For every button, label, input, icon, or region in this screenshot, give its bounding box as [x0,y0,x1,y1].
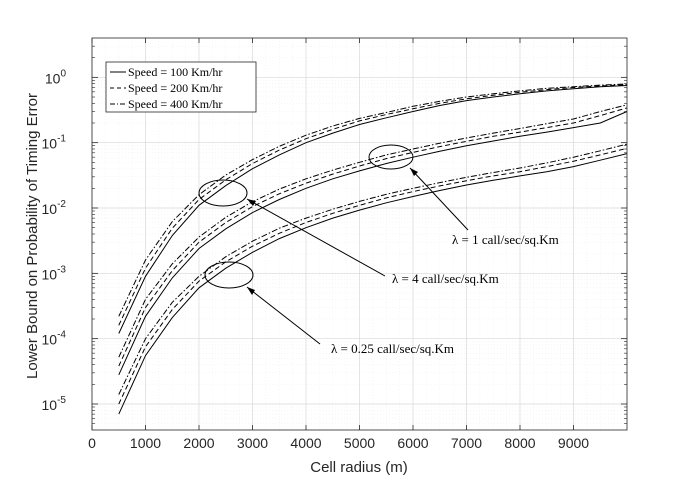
axis-ticks [91,38,627,430]
annotation-arrowhead-lambda-1 [410,168,418,176]
x-tick-label: 5000 [344,435,375,451]
series-line-group-0-solid [118,85,628,334]
annotations: λ = 4 call/sec/sq.Km λ = 1 call/sec/sq.K… [198,144,559,356]
annotation-arrowhead-lambda-4 [247,199,256,206]
x-tick-label: 9000 [558,435,589,451]
series-line-group-2-solid [118,153,628,415]
series-line-group-2-dashdot [118,143,628,395]
x-tick-label: 6000 [397,435,428,451]
x-tick-label: 7000 [451,435,482,451]
series-line-group-0-dashdot [118,83,628,317]
plot-curves [118,83,628,415]
x-tick-label: 4000 [290,435,321,451]
annotation-arrow-lambda-025 [246,286,321,345]
legend-label-400: Speed = 400 Km/hr [128,97,222,111]
x-tick-label: 1000 [130,435,161,451]
x-tick-label: 8000 [504,435,535,451]
series-line-group-1-dashed [118,107,628,367]
series-line-group-1-dashdot [118,104,628,358]
x-tick-label: 0 [88,435,96,451]
series-line-group-0-dashed [118,84,628,326]
x-tick-label: 3000 [237,435,268,451]
annotation-arrow-lambda-4 [246,198,386,277]
annotation-ellipse-lambda-025 [204,261,254,289]
legend: Speed = 100 Km/hr Speed = 200 Km/hr Spee… [105,61,257,113]
annotation-ellipse-lambda-1 [368,144,414,170]
series-line-group-1-solid [118,111,628,376]
legend-label-200: Speed = 200 Km/hr [128,81,222,95]
x-tick-label: 2000 [183,435,214,451]
legend-label-100: Speed = 100 Km/hr [128,65,222,79]
annotation-label-lambda-025: λ = 0.25 call/sec/sq.Km [331,341,454,356]
annotation-ellipse-lambda-4 [198,179,248,207]
x-axis-label: Cell radius (m) [310,459,408,476]
y-axis-label: Lower Bound on Probability of Timing Err… [24,93,41,379]
series-line-group-2-dashed [118,147,628,405]
legend-box [105,61,257,113]
annotation-label-lambda-4: λ = 4 call/sec/sq.Km [392,271,499,286]
x-tick-labels: 0 1000 2000 3000 4000 5000 6000 7000 8000 9000 [88,435,589,451]
annotation-label-lambda-1: λ = 1 call/sec/sq.Km [452,232,559,247]
annotation-arrow-lambda-1 [409,167,469,231]
annotation-arrowhead-lambda-025 [247,287,255,295]
